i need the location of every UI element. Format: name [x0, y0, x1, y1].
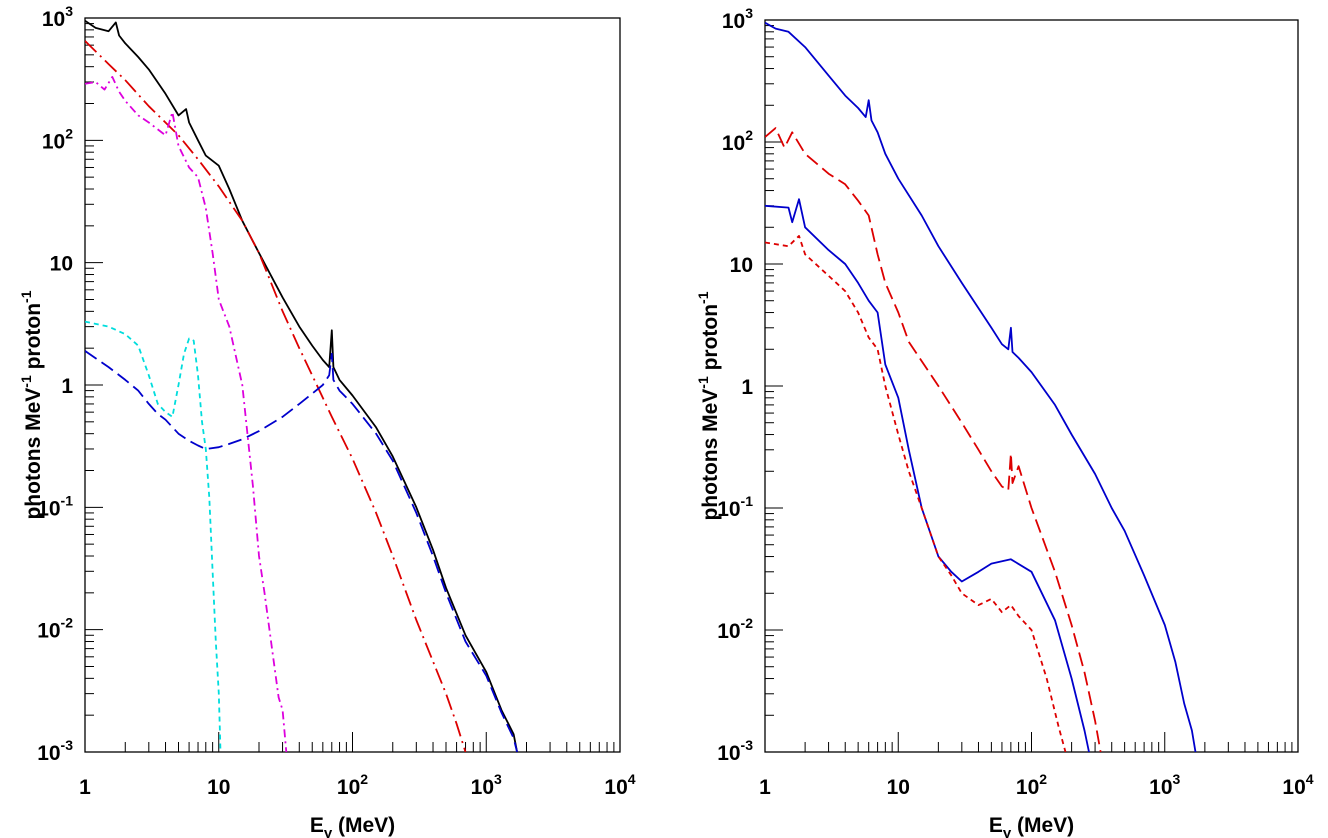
x-tick-label: 102: [337, 771, 368, 799]
y-tick-label: 102: [42, 125, 73, 153]
series-line-1: [765, 127, 1102, 752]
y-tick-label: 10-3: [717, 737, 753, 765]
x-tick-label: 102: [1016, 771, 1047, 799]
series-line-3: [85, 320, 222, 752]
y-tick-label: 10-2: [717, 615, 753, 643]
series-line-4: [85, 350, 518, 752]
y-tick-label: 10: [730, 254, 753, 277]
y-tick-label: 102: [722, 127, 753, 155]
right-panel: 1 10 102 103 104 10-3 10-2 10-1 1 10 102 103 Eγ (MeV…: [695, 5, 1314, 838]
series-line-2: [765, 198, 1090, 752]
y-axis-label: photons MeV-1 proton-1: [18, 290, 45, 519]
series-line-0: [765, 21, 1197, 752]
plot-frame: [764, 19, 1299, 753]
series-line-3: [765, 235, 1067, 752]
series-line-1: [85, 40, 467, 752]
x-axis-label: Eγ (MeV): [310, 814, 395, 838]
x-tick-label: 104: [604, 771, 635, 799]
x-tick-label: 10: [207, 776, 230, 799]
x-tick-label: 103: [1149, 771, 1180, 799]
series-line-2: [85, 76, 288, 752]
y-axis-label: photons MeV-1 proton-1: [695, 291, 722, 520]
y-tick-label: 10-3: [37, 737, 73, 765]
y-tick-label: 10-1: [717, 493, 753, 521]
y-tick-label: 10-2: [37, 615, 73, 643]
series-line-0: [85, 19, 518, 752]
x-tick-label: 1: [79, 776, 91, 799]
x-tick-label: 1: [759, 776, 771, 799]
y-tick-label: 1: [61, 375, 73, 398]
y-tick-label: 10: [50, 253, 73, 276]
plot-frame: [84, 17, 621, 753]
left-panel: 1 10 102 103 104 10-3 10-2 10-1 1 10 102 103 Eγ (MeV…: [18, 3, 636, 838]
y-tick-label: 1: [741, 376, 753, 399]
x-tick-label: 104: [1282, 771, 1313, 799]
x-tick-label: 10: [887, 776, 910, 799]
y-tick-label: 103: [42, 3, 73, 31]
x-tick-label: 103: [471, 771, 502, 799]
y-tick-label: 10-1: [37, 492, 73, 520]
y-tick-label: 103: [722, 5, 753, 33]
x-axis-label: Eγ (MeV): [989, 814, 1074, 838]
